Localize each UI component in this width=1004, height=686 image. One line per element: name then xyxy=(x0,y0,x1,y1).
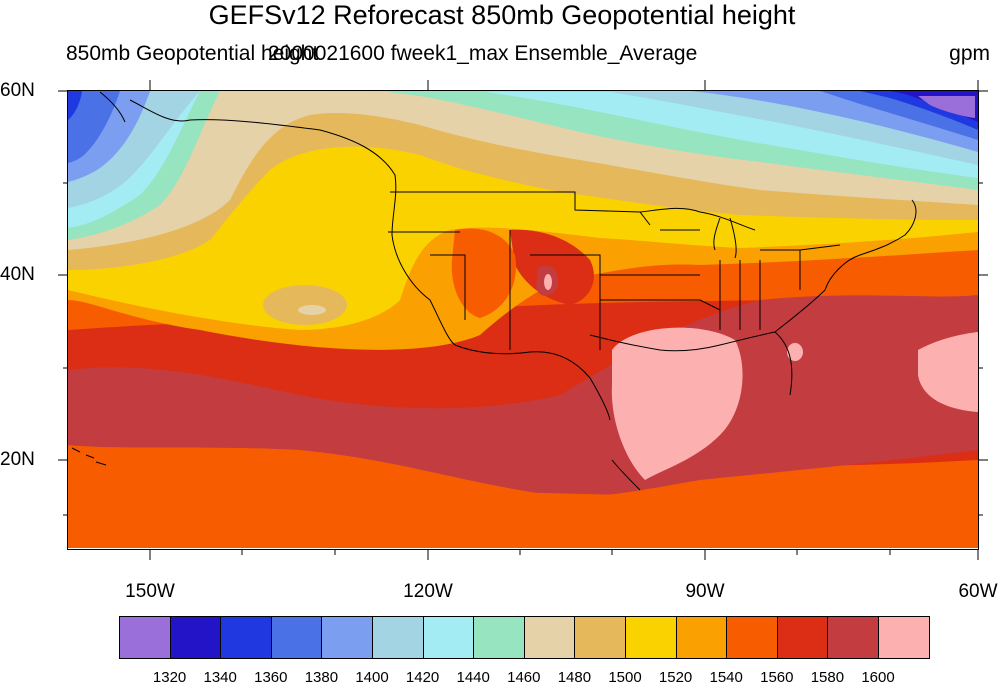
lat-label-40n: 40N xyxy=(0,264,35,285)
colorbar-swatch xyxy=(473,616,525,659)
colorbar-label: 1600 xyxy=(861,669,895,686)
colorbar-label: 1440 xyxy=(456,669,490,686)
colorbar-swatch xyxy=(321,616,373,659)
plot-frame xyxy=(67,90,979,550)
colorbar-swatch xyxy=(878,616,930,659)
colorbar-label: 1460 xyxy=(507,669,541,686)
colorbar-label: 1380 xyxy=(304,669,339,686)
variable-label: 850mb Geopotential height xyxy=(66,42,319,65)
lon-label-150w: 150W xyxy=(125,581,175,602)
colorbar-label: 1580 xyxy=(810,669,845,686)
colorbar-label: 1560 xyxy=(760,669,794,686)
colorbar-label: 1340 xyxy=(203,669,237,686)
lon-label-90w: 90W xyxy=(685,581,725,602)
map-title: GEFSv12 Reforecast 850mb Geopotential he… xyxy=(208,0,796,30)
lat-label-20n: 20N xyxy=(0,449,35,470)
colorbar-swatch xyxy=(220,616,272,659)
height-contour-fill xyxy=(68,91,978,548)
lon-label-60w: 60W xyxy=(958,581,998,602)
colorbar-label: 1320 xyxy=(152,669,187,686)
colorbar-swatch xyxy=(726,616,778,659)
colorbar-swatch xyxy=(625,616,677,659)
colorbar-label: 1480 xyxy=(557,669,592,686)
colorbar-label: 1420 xyxy=(405,669,440,686)
coastline-outlines xyxy=(71,91,917,491)
colorbar-swatch xyxy=(169,616,222,659)
units-label: gpm xyxy=(949,42,990,65)
colorbar-swatch xyxy=(422,616,475,659)
colorbar-swatch xyxy=(119,616,171,659)
lon-label-120w: 120W xyxy=(403,581,453,602)
colorbar-label: 1500 xyxy=(608,669,642,686)
colorbar-label: 1400 xyxy=(355,669,389,686)
colorbar-swatch xyxy=(372,616,424,659)
colorbar-swatch xyxy=(523,616,576,659)
colorbar-label: 1360 xyxy=(254,669,288,686)
run-info-label: 2000021600 fweek1_max Ensemble_Average xyxy=(268,42,698,65)
colorbar-swatch xyxy=(574,616,626,659)
colorbar-label: 1520 xyxy=(658,669,693,686)
colorbar-label: 1540 xyxy=(709,669,743,686)
colorbar-swatch xyxy=(675,616,728,659)
axis-ticks xyxy=(58,80,988,560)
colorbar-swatch xyxy=(827,616,879,659)
colorbar-swatch xyxy=(776,616,829,659)
lat-label-60n: 60N xyxy=(0,80,35,101)
colorbar-swatch xyxy=(270,616,323,659)
